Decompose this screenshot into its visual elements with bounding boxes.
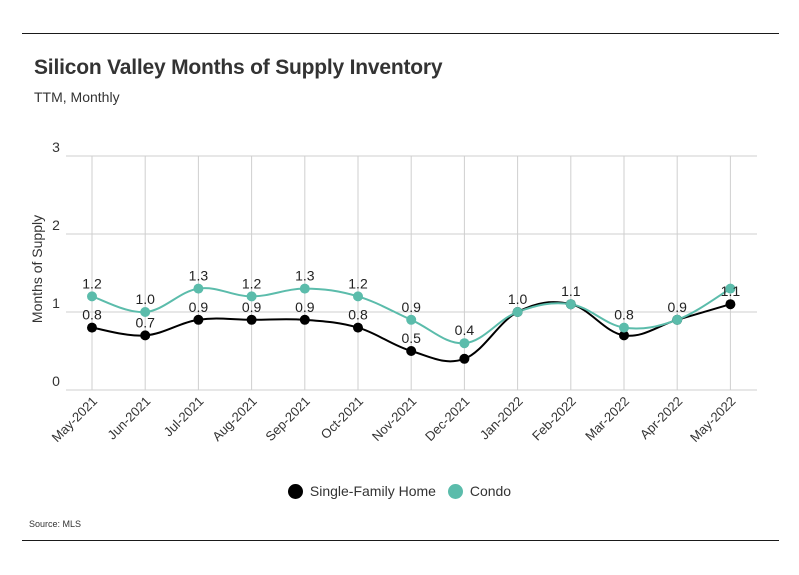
x-tick-label: Nov-2021	[369, 394, 419, 444]
x-tick-label: May-2021	[49, 394, 100, 445]
x-tick-label: Aug-2021	[209, 394, 259, 444]
bottom-rule	[22, 540, 779, 541]
data-point-single-family	[725, 299, 736, 310]
x-tick-label: Sep-2021	[262, 394, 312, 444]
data-point-single-family	[140, 330, 151, 341]
data-point-single-family	[459, 353, 470, 364]
chart-subtitle: TTM, Monthly	[34, 89, 120, 105]
chart-title: Silicon Valley Months of Supply Inventor…	[34, 56, 443, 79]
data-label-single-family: 0.7	[135, 314, 155, 330]
x-tick-label: Dec-2021	[422, 394, 472, 444]
data-point-condo	[246, 291, 257, 302]
data-label-single-family: 1.1	[721, 283, 741, 299]
data-label-condo: 1.0	[135, 291, 155, 307]
x-tick-label: Feb-2022	[529, 394, 579, 444]
legend-label-condo: Condo	[469, 483, 512, 499]
data-point-condo	[619, 322, 629, 333]
data-label-condo: 0.8	[614, 307, 634, 323]
data-point-single-family	[406, 346, 417, 356]
data-point-condo	[193, 283, 204, 294]
legend-item-condo[interactable]: Condo	[447, 483, 512, 499]
data-label-condo: 1.2	[348, 275, 368, 291]
x-tick-label: Oct-2021	[318, 394, 366, 442]
data-label-single-family: 0.8	[348, 307, 368, 323]
x-tick-label: Mar-2022	[582, 394, 632, 444]
x-tick-label: Jan-2022	[477, 394, 526, 443]
data-point-single-family	[193, 314, 204, 325]
data-point-condo	[672, 314, 683, 325]
legend-marker-single-family	[287, 483, 303, 499]
x-tick-label: Apr-2022	[637, 394, 685, 442]
data-label-single-family: 0.5	[401, 330, 421, 346]
y-tick-label: 1	[52, 295, 60, 311]
legend: Single-Family Home Condo	[0, 483, 799, 502]
y-tick-label: 2	[52, 217, 60, 233]
legend-marker-condo	[447, 483, 463, 499]
data-label-condo: 1.2	[82, 275, 102, 291]
data-label-condo: 1.3	[189, 268, 209, 284]
data-point-condo	[565, 299, 576, 310]
data-point-condo	[87, 291, 97, 302]
data-point-single-family	[299, 314, 310, 325]
data-point-single-family	[87, 322, 97, 333]
data-label-condo: 1.0	[508, 291, 528, 307]
y-tick-label: 3	[52, 139, 60, 155]
data-point-condo	[140, 307, 151, 317]
data-label-condo: 0.9	[667, 299, 687, 315]
data-point-condo	[299, 283, 310, 294]
legend-item-single-family[interactable]: Single-Family Home	[287, 483, 436, 499]
top-rule	[22, 33, 779, 34]
data-label-condo: 1.3	[295, 268, 315, 284]
data-point-condo	[353, 291, 363, 302]
data-label-condo: 1.2	[242, 275, 262, 291]
data-label-single-family: 0.9	[242, 299, 262, 315]
data-label-condo: 1.1	[561, 283, 581, 299]
y-tick-label: 0	[52, 373, 60, 389]
x-tick-label: May-2022	[687, 394, 738, 445]
data-label-single-family: 0.9	[295, 299, 315, 315]
data-point-condo	[512, 307, 523, 317]
data-point-single-family	[353, 322, 363, 333]
data-label-single-family: 0.9	[189, 299, 209, 315]
legend-label-single-family: Single-Family Home	[309, 483, 436, 499]
data-point-single-family	[246, 314, 257, 325]
data-label-condo: 0.4	[455, 322, 475, 338]
source-note: Source: MLS	[29, 519, 82, 529]
x-tick-label: Jul-2021	[161, 394, 207, 440]
data-label-single-family: 0.8	[82, 307, 102, 323]
data-point-condo	[725, 283, 736, 294]
data-point-single-family	[619, 330, 629, 341]
data-label-condo: 0.9	[401, 299, 421, 315]
x-tick-label: Jun-2021	[104, 394, 153, 443]
data-point-condo	[406, 314, 417, 325]
data-point-condo	[459, 338, 470, 349]
y-axis-label: Months of Supply	[29, 215, 45, 323]
